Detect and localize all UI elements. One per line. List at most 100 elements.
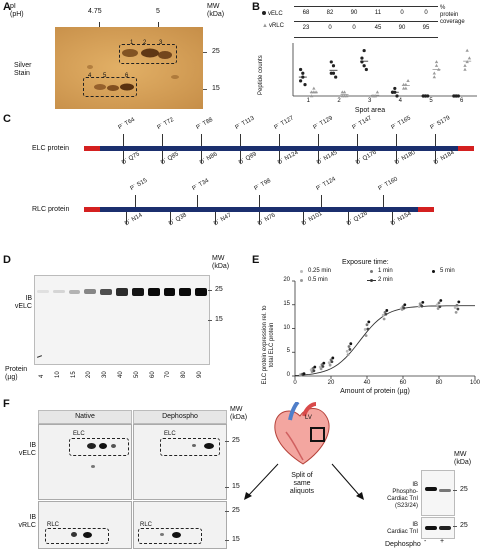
panel-label-d: D [3,254,11,266]
mw-tick-f-3: 25 [232,507,240,514]
vrlc-point [404,82,408,86]
velc-coverage-5: 0 [400,10,404,16]
exposure-point [381,313,385,317]
rlc-p-site-0: Pˈ S15 [129,177,149,193]
rlc-d-site-4: Dˈ N101 [301,210,324,228]
exposure-point [454,310,458,314]
vrlc-point [340,90,345,94]
vrlc-coverage-2: 0 [328,25,332,31]
velc-point [331,64,336,68]
velc-point [360,56,364,60]
chart-e-xtick-60: 60 [399,380,407,386]
velc-point [395,94,399,98]
exposure-point [402,306,406,310]
silver-stain-gel: 1 2 3 4 5 6 [55,27,203,109]
vrlc-point [309,90,314,94]
velc-point [452,94,456,98]
vrlc-point [342,90,347,94]
exposure-point [364,334,368,338]
exposure-point [437,301,441,305]
ib-velc-label-f: IB vELC [18,442,36,457]
legend-velc: vELC [262,11,292,18]
split-aliquots-label: Split of same aliquots [289,472,315,495]
vrlc-point [406,79,410,83]
vrlc-point [465,60,469,64]
exposure-point [456,307,460,311]
vrlc-point [314,90,318,94]
legend-item-3: 2 min [378,277,393,283]
lane-label-50: 50 [133,371,140,378]
chart-b-xtick-1: 1 [306,98,310,104]
velc-point [393,86,397,91]
exposure-point [313,365,317,369]
exposure-point [367,320,371,324]
vrlc-coverage-3: 0 [352,25,356,31]
velc-point [334,75,338,79]
velc-point [360,60,364,64]
legend-item-2: 1 min [378,268,393,274]
exposure-point [346,353,350,357]
stain-label: Silver Stain [14,62,32,77]
velc-band [195,288,207,296]
chart-e-ytick-20: 20 [283,277,290,283]
exposure-point [385,309,389,312]
exposure-point [403,303,407,307]
ib-vrlc-label-f: IB vRLC [18,514,36,529]
elc-p-site-3: Pˈ T113 [234,115,256,132]
velc-band [147,288,160,296]
panel-label-a: A [3,1,11,13]
legend-line [367,280,376,281]
native-header: Native [38,410,132,424]
legend-vrlc: ▲vRLC [262,23,284,29]
legend-marker [300,270,303,273]
dephospho-header: Dephospho [133,410,227,424]
peptide-count-chart [292,43,477,98]
rlc-d-site-1: Dˈ Q38 [168,212,189,228]
native-velc-gel: ELC [38,424,132,500]
velc-point [299,79,303,83]
legend-marker [370,270,373,273]
chart-e-ytick-10: 10 [283,324,290,331]
vrlc-coverage-1: 23 [302,25,310,31]
chart-b-ylabel: Peptide counts [258,55,264,95]
mw-tick-25-a: 25 [212,48,220,55]
vrlc-point [309,94,314,98]
velc-point [362,48,366,53]
spot-4: 4 [88,73,92,79]
velc-point [393,90,397,94]
velc-point [329,60,333,64]
chart-e-xtick-20: 20 [327,380,335,386]
lane-label-60: 60 [149,371,156,378]
exposure-point [330,360,334,364]
velc-band [52,289,65,294]
legend-item-1: 0.5 min [308,277,328,283]
elc-d-site-4: Dˈ N124 [277,149,300,167]
chart-b-xlabel: Spot area [354,107,386,114]
lane-label-10: 10 [54,371,61,378]
exposure-point [348,348,352,351]
panel-label-f: F [3,398,10,410]
vrlc-point [373,94,377,98]
exposure-point [328,363,332,367]
chart-e-xtick-40: 40 [363,380,371,386]
rlc-p-site-4: Pˈ T160 [377,176,399,193]
pi-tick-label-1: 4.75 [88,8,102,15]
exposure-point [457,300,461,304]
elc-d-site-1: Dˈ Q85 [160,151,181,167]
exposure-point [382,317,386,321]
vrlc-point [371,94,375,98]
elc-d-site-0: Dˈ Q75 [121,151,142,167]
mw-label-a: MW (kDa) [207,3,225,18]
right-mw-tick-1: 25 [460,486,468,493]
velc-point [364,67,368,72]
mw-tick-f-2: 15 [232,483,240,490]
spot-3: 3 [159,40,163,46]
velc-point [454,94,458,98]
vrlc-point [312,86,316,90]
panel-label-c: C [3,113,11,125]
exposure-point [319,367,323,371]
exposure-legend-title: Exposure time: [342,259,389,266]
pi-label: pI (pH) [10,3,24,18]
vrlc-point [434,60,439,64]
exposure-point [366,327,370,331]
